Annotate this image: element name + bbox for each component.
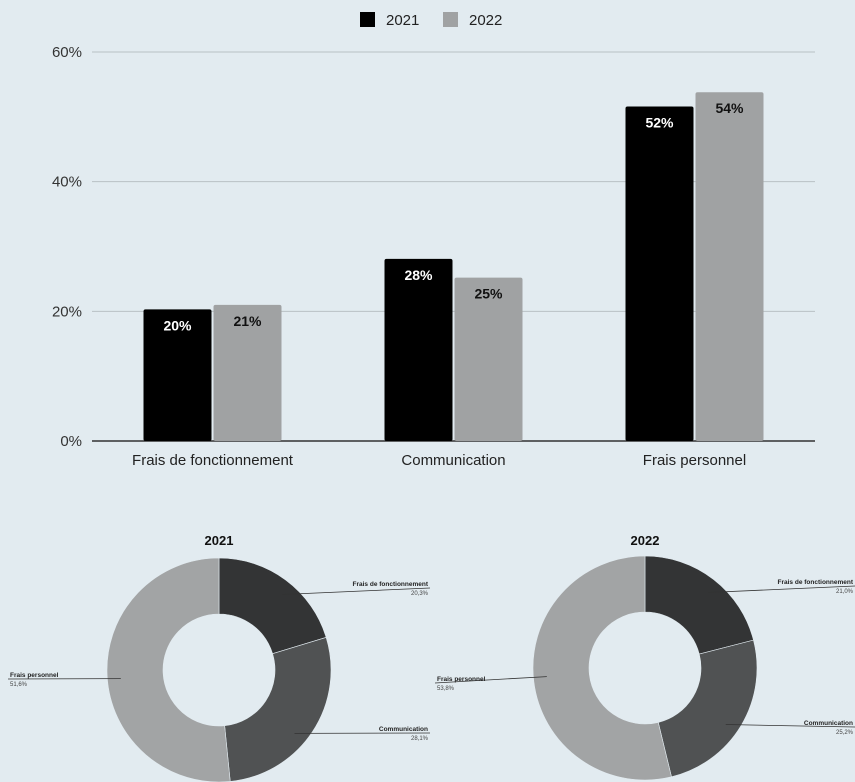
bar-data-label: 25% [474, 286, 503, 302]
legend-swatch-2021 [360, 12, 375, 27]
slice-label: Frais personnel [437, 676, 486, 683]
x-category-label: Communication [401, 452, 505, 469]
bar-data-label: 20% [163, 317, 192, 333]
legend-label-2021: 2021 [386, 12, 419, 29]
slice-value: 21,0% [836, 589, 854, 595]
slice-label: Communication [804, 720, 853, 727]
bar-chart-category-labels: Frais de fonctionnement Communication Frai… [132, 452, 746, 469]
donut-chart-2022: 2022 Frais de fonctionnement 21,0% Communic… [434, 533, 855, 781]
bar-2021 [625, 106, 694, 442]
x-category-label: Frais personnel [643, 452, 746, 469]
slice-label: Frais de fonctionnement [353, 581, 429, 588]
legend: 2021 2022 [360, 12, 502, 29]
bar-data-label: 54% [715, 100, 744, 116]
callout-line [708, 585, 855, 593]
bar-data-label: 52% [645, 114, 674, 130]
bar-chart-bars: 20% 21% 28% 25% 52% 54% [143, 92, 764, 442]
y-tick-label: 60% [52, 44, 82, 61]
bar-data-label: 28% [404, 267, 433, 283]
y-tick-label: 40% [52, 174, 82, 191]
bar-2021 [143, 309, 212, 441]
donut-slice [224, 637, 332, 782]
legend-swatch-2022 [443, 12, 458, 27]
bar-2021 [384, 258, 453, 441]
slice-value: 20,3% [411, 591, 429, 597]
slice-value: 53,8% [437, 686, 455, 692]
y-tick-label: 20% [52, 303, 82, 320]
callout-line [434, 676, 547, 684]
donut-title: 2022 [631, 533, 660, 548]
x-category-label: Frais de fonctionnement [132, 452, 294, 469]
bar-data-label: 21% [233, 313, 262, 329]
slice-value: 51,6% [10, 682, 28, 688]
slice-label: Frais personnel [10, 672, 59, 679]
donut-slice [106, 557, 231, 782]
bar-2022 [213, 304, 282, 441]
donut-title: 2021 [205, 533, 234, 548]
slice-value: 28,1% [411, 736, 429, 742]
donut-slice [218, 557, 327, 655]
slice-label: Frais de fonctionnement [778, 579, 854, 586]
donut-chart-2021: 2021 Frais de fonctionnement 20,3% Communic… [7, 533, 431, 782]
callout-line [725, 724, 855, 728]
donut-slice [644, 555, 754, 655]
bar-2022 [454, 277, 523, 441]
callout-line [282, 587, 431, 595]
y-tick-label: 0% [60, 433, 82, 450]
slice-value: 25,2% [836, 730, 854, 736]
donut-slice [657, 639, 758, 778]
slice-label: Communication [379, 726, 428, 733]
bar-chart-grid: 0% 20% 40% 60% [52, 44, 815, 450]
bar-2022 [695, 92, 764, 442]
legend-label-2022: 2022 [469, 12, 502, 29]
